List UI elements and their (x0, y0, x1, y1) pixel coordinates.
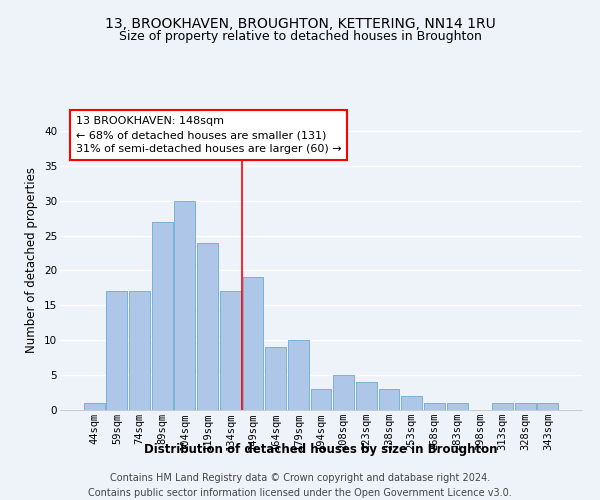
Bar (356, 382, 377, 410)
Bar (401, 396, 422, 410)
Bar (265, 347, 286, 410)
Bar (379, 389, 400, 410)
Bar (106, 292, 127, 410)
Y-axis label: Number of detached properties: Number of detached properties (25, 167, 38, 353)
Text: Contains HM Land Registry data © Crown copyright and database right 2024.
Contai: Contains HM Land Registry data © Crown c… (88, 472, 512, 498)
Bar (152, 222, 173, 410)
Bar (175, 200, 196, 410)
Bar (538, 403, 558, 410)
Text: Distribution of detached houses by size in Broughton: Distribution of detached houses by size … (144, 442, 498, 456)
Bar (129, 292, 150, 410)
Bar (220, 292, 241, 410)
Bar (84, 403, 104, 410)
Bar (333, 375, 354, 410)
Bar (424, 403, 445, 410)
Bar (288, 340, 309, 410)
Bar (492, 403, 513, 410)
Bar (446, 403, 467, 410)
Text: 13, BROOKHAVEN, BROUGHTON, KETTERING, NN14 1RU: 13, BROOKHAVEN, BROUGHTON, KETTERING, NN… (104, 18, 496, 32)
Bar (242, 278, 263, 410)
Bar (197, 242, 218, 410)
Text: 13 BROOKHAVEN: 148sqm
← 68% of detached houses are smaller (131)
31% of semi-det: 13 BROOKHAVEN: 148sqm ← 68% of detached … (76, 116, 341, 154)
Text: Size of property relative to detached houses in Broughton: Size of property relative to detached ho… (119, 30, 481, 43)
Bar (515, 403, 536, 410)
Bar (311, 389, 331, 410)
